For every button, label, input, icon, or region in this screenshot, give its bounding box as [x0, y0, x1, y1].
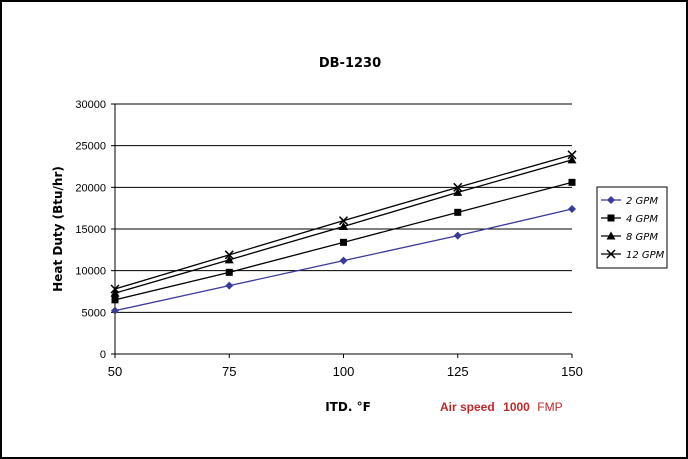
data-point	[224, 250, 234, 260]
data-point	[339, 256, 348, 265]
y-tick-label: 20000	[75, 182, 106, 194]
series-12-gpm	[110, 150, 577, 294]
y-tick-label: 15000	[75, 224, 106, 236]
legend-item: 12 GPM	[601, 249, 665, 261]
x-tick-label: 50	[108, 364, 122, 379]
series-group	[110, 150, 577, 315]
legend-marker	[606, 249, 616, 259]
data-point	[338, 216, 349, 226]
data-point	[568, 205, 576, 213]
y-tick-label: 10000	[75, 266, 106, 278]
data-point	[453, 182, 463, 192]
data-point	[225, 281, 234, 290]
gridlines	[115, 103, 572, 313]
data-point	[340, 238, 347, 246]
air-speed-note: Air speed 1000 FMP	[440, 398, 563, 415]
air-speed-value: 1000	[503, 400, 530, 414]
y-tick-label: 0	[100, 349, 106, 361]
legend-marker	[607, 196, 615, 204]
data-point	[111, 296, 119, 304]
air-speed-prefix: Air speed	[440, 400, 495, 414]
data-point	[110, 288, 120, 297]
data-point	[568, 178, 576, 186]
y-axis-ticks: 0 5000 10000 15000 20000 25000 30000	[75, 99, 115, 361]
legend-marker	[606, 231, 616, 240]
data-point	[454, 208, 462, 216]
data-point	[110, 284, 120, 294]
series-line	[114, 154, 573, 290]
legend-label: 8 GPM	[626, 232, 658, 243]
legend-label: 12 GPM	[626, 250, 665, 261]
legend-label: 4 GPM	[626, 214, 658, 225]
data-point	[224, 255, 234, 264]
data-point	[567, 150, 577, 160]
x-tick-label: 150	[561, 364, 583, 379]
legend-item: 2 GPM	[601, 196, 658, 207]
x-axis-label: ITD. °F	[325, 400, 371, 414]
legend-label: 2 GPM	[626, 196, 658, 207]
x-tick-label: 75	[222, 364, 236, 379]
data-point	[567, 155, 577, 164]
y-tick-label: 30000	[75, 99, 106, 111]
series-2-gpm	[111, 205, 576, 315]
series-4-gpm	[111, 178, 576, 304]
chart-title: DB-1230	[319, 56, 381, 71]
y-tick-label: 25000	[75, 141, 106, 153]
legend-item: 4 GPM	[601, 214, 658, 225]
series-8-gpm	[110, 155, 577, 297]
air-speed-unit: FMP	[537, 400, 562, 414]
legend: 2 GPM 4 GPM 8 GPM 12 GPM	[596, 186, 668, 269]
x-tick-label: 100	[333, 364, 355, 379]
legend-item: 8 GPM	[601, 231, 658, 243]
data-point	[453, 231, 462, 240]
y-tick-label: 5000	[82, 307, 106, 319]
y-axis-label: Heat Duty (Btu/hr)	[51, 166, 65, 292]
data-point	[453, 187, 463, 196]
x-axis-ticks: 50 75 100 125 150	[108, 354, 583, 379]
data-point	[225, 268, 233, 276]
data-point	[111, 306, 119, 315]
data-point	[339, 222, 348, 230]
x-tick-label: 125	[447, 364, 469, 379]
legend-marker	[607, 214, 615, 222]
